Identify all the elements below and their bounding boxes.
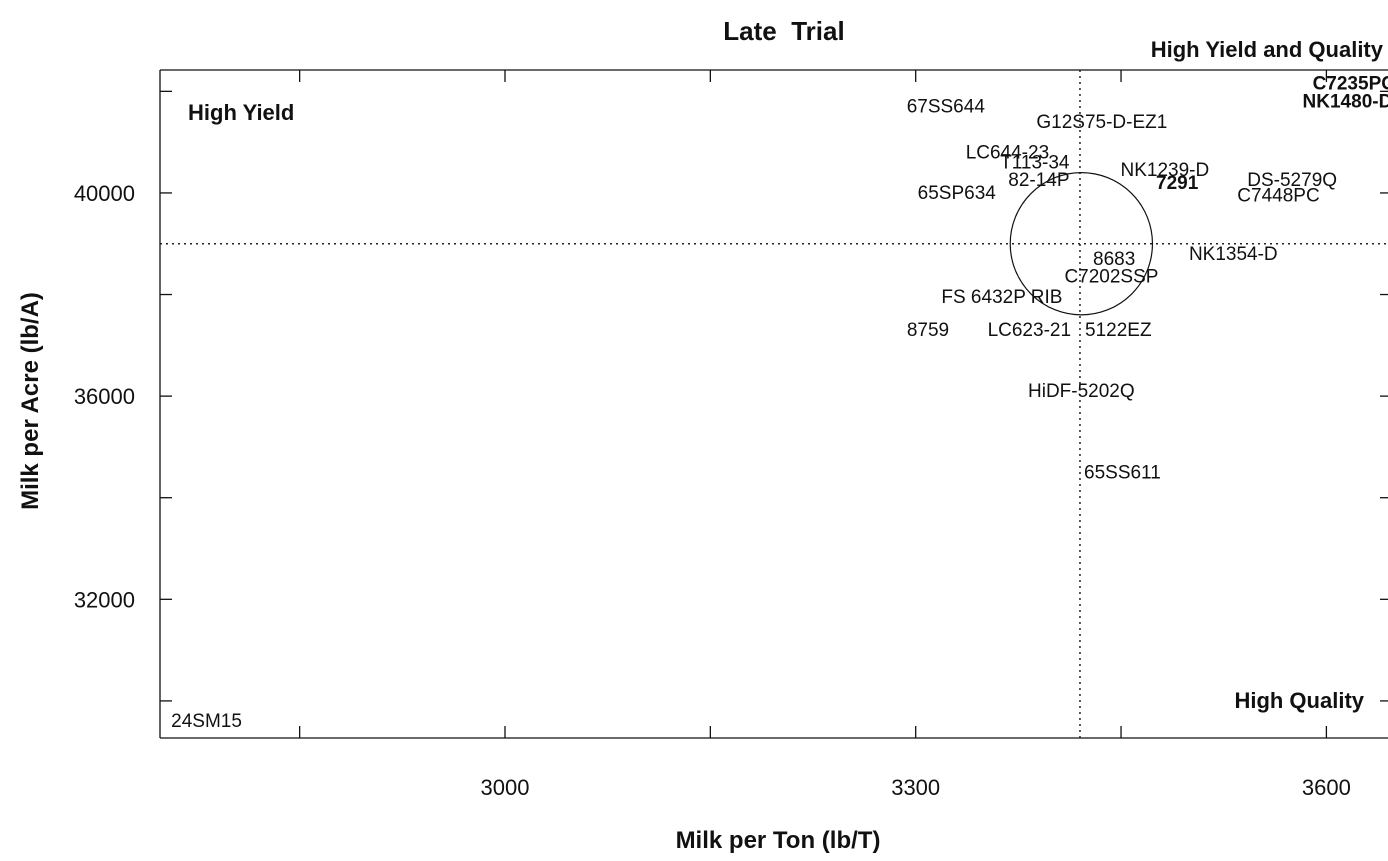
point-label: 7291 — [1156, 173, 1199, 194]
point-label: 65SP634 — [918, 183, 997, 204]
point-label: G12S75-D-EZ1 — [1036, 112, 1167, 133]
point-label: T113-34 — [1000, 152, 1070, 173]
point-label: 5122EZ — [1085, 320, 1152, 341]
point-label: 24SM15 — [171, 711, 242, 732]
mean-circle — [1009, 172, 1154, 316]
point-label: 67SS644 — [907, 97, 986, 118]
x-tick-label: 3000 — [481, 775, 530, 800]
point-label: 8759 — [907, 320, 949, 341]
y-tick-label: 32000 — [74, 587, 135, 612]
point-label: NK1239-D — [1120, 160, 1209, 181]
x-tick-label: 3600 — [1302, 775, 1351, 800]
point-label: FS 6432P RIB — [941, 287, 1062, 308]
quadrant-label-high-yield-quality: High Yield and Quality — [1151, 37, 1384, 62]
chart-title: Late Trial — [723, 16, 844, 46]
point-label: C7448PC — [1237, 185, 1319, 206]
y-axis-label: Milk per Acre (lb/A) — [17, 292, 44, 510]
plot-frame — [159, 69, 1388, 739]
point-label: LC644-23 — [966, 142, 1049, 163]
point-label: 8683 — [1093, 249, 1135, 270]
y-tick-label: 40000 — [74, 181, 135, 206]
quadrant-labels: High Yield High Yield and Quality High Qua… — [188, 37, 1384, 713]
x-axis-label: Milk per Ton (lb/T) — [676, 827, 881, 854]
point-label: HiDF-5202Q — [1028, 381, 1135, 402]
point-label: NK1480-DV — [1303, 91, 1388, 112]
reference-lines — [160, 70, 1388, 738]
quadrant-label-high-yield: High Yield — [188, 100, 294, 125]
point-label: 65SS611 — [1084, 462, 1161, 483]
x-tick-label: 3300 — [891, 775, 940, 800]
point-label: DS-5279Q — [1247, 170, 1337, 191]
point-label: C7235PC — [1313, 74, 1388, 95]
point-label: 82-14P — [1008, 170, 1069, 191]
y-tick-label: 36000 — [74, 384, 135, 409]
quadrant-label-high-quality: High Quality — [1234, 688, 1364, 713]
tick-labels: 3000 3300 3600 32000 36000 40000 — [74, 181, 1351, 800]
circle-layer — [1009, 172, 1154, 316]
point-label: LC623-21 — [988, 320, 1071, 341]
point-label: NK1354-D — [1189, 244, 1278, 265]
axis-ticks — [160, 70, 1388, 738]
point-label: C7202SSP — [1064, 267, 1158, 288]
